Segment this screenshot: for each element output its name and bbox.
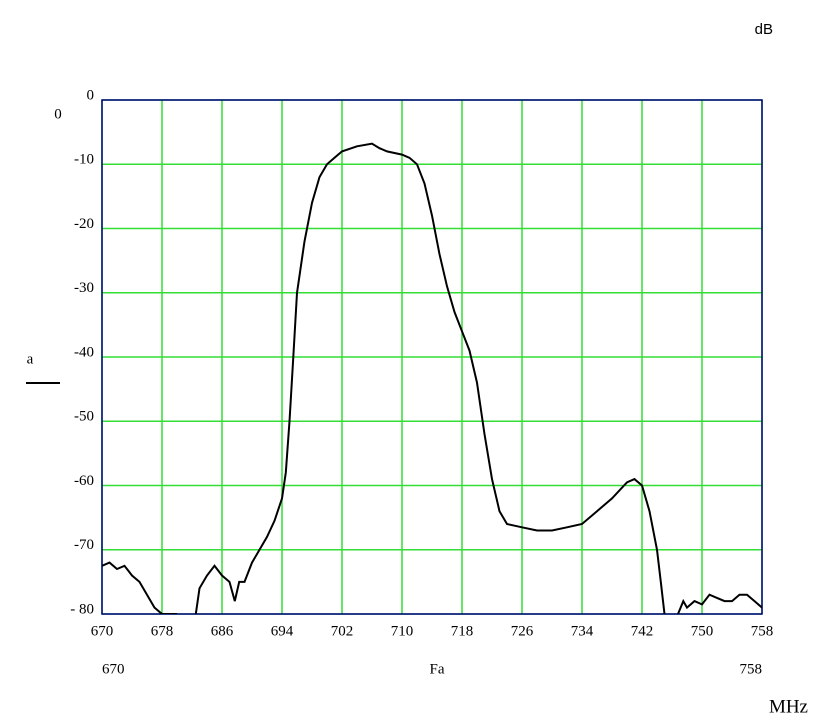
y-tick-label: 0: [87, 87, 95, 103]
annotation: MHz: [769, 696, 808, 717]
y-tick-label: -10: [74, 152, 94, 168]
y-tick-label: -20: [74, 216, 94, 232]
y-tick-label: -70: [74, 537, 94, 553]
line-series: [102, 142, 762, 614]
annotation: 758: [740, 661, 763, 677]
y-tick-label: -50: [74, 409, 94, 425]
x-tick-label: 710: [391, 623, 414, 639]
x-axis-label: Fa: [430, 661, 445, 677]
x-tick-label: 734: [571, 623, 594, 639]
plot-frame: [101, 99, 763, 615]
annotation: dB: [755, 21, 773, 38]
x-tick-label: 686: [211, 623, 234, 639]
x-tick-label: 670: [91, 623, 114, 639]
annotation: 670: [102, 661, 125, 677]
y-tick-label: - 80: [70, 601, 94, 617]
x-tick-label: 750: [691, 623, 714, 639]
x-tick-label: 718: [451, 623, 474, 639]
x-tick-label: 694: [271, 623, 294, 639]
y-tick-label: -40: [74, 344, 94, 360]
x-tick-label: 758: [751, 623, 774, 639]
y-tick-label: -60: [74, 473, 94, 489]
annotation: 0: [54, 106, 62, 122]
x-tick-label: 726: [511, 623, 534, 639]
y-axis-label: a: [27, 351, 34, 367]
x-tick-label: 702: [331, 623, 354, 639]
y-tick-label: -30: [74, 280, 94, 296]
x-tick-label: 678: [151, 623, 174, 639]
x-tick-label: 742: [631, 623, 654, 639]
